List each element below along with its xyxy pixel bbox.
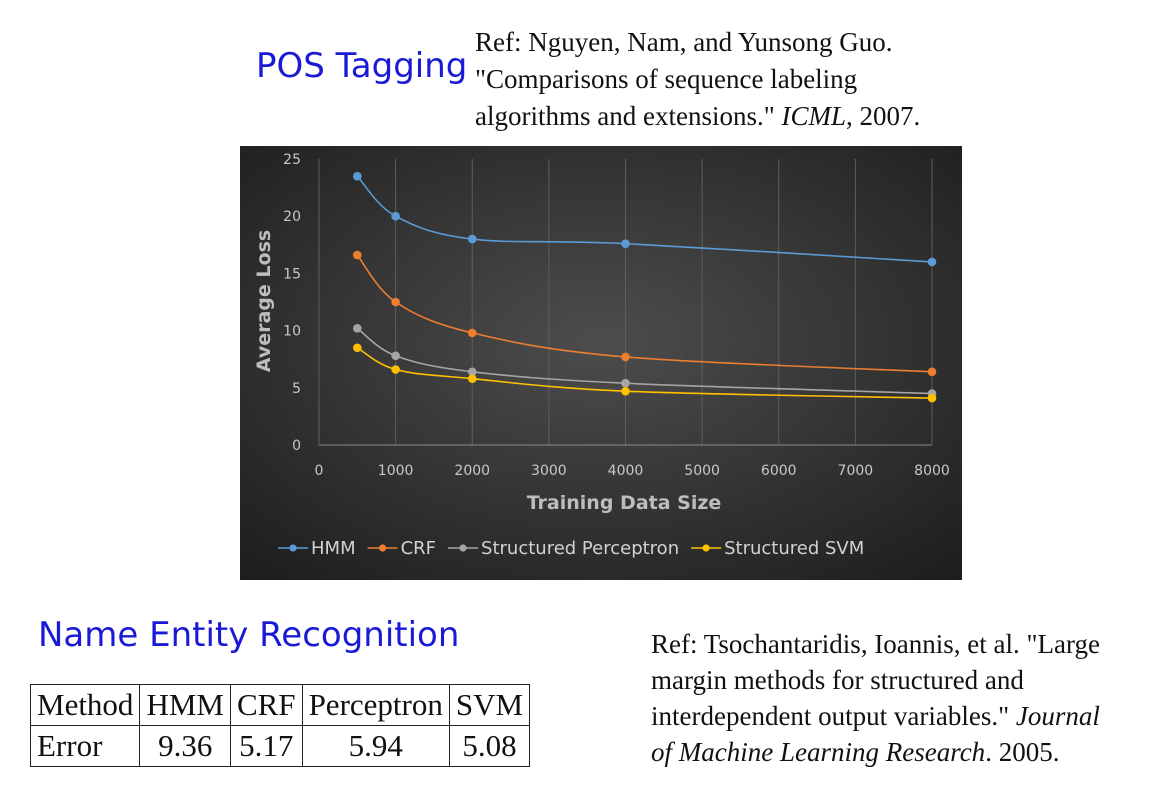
results-table: Method HMM CRF Perceptron SVM Error 9.36… (29, 684, 531, 767)
y-axis-label: Average Loss (253, 230, 275, 372)
reference-venue: ICML (781, 101, 846, 131)
data-point-structured-perceptron (621, 378, 630, 388)
chart-series (353, 171, 937, 403)
data-point-crf (353, 250, 362, 260)
y-tick-label: 10 (283, 324, 301, 340)
data-point-crf (467, 328, 477, 338)
table-header-row: Method HMM CRF Perceptron SVM (29, 684, 531, 726)
x-tick-label: 5000 (684, 463, 720, 479)
data-point-structured-perceptron (353, 324, 362, 333)
data-point-hmm (391, 211, 400, 221)
reference-line: algorithms and extensions." ICML, 2007. (475, 98, 920, 135)
reference-year: , 2007. (846, 101, 921, 131)
reference-line: margin methods for structured and (651, 665, 1024, 695)
reference-venue: Journal (1015, 701, 1100, 731)
pos-tagging-title: POS Tagging (256, 46, 468, 86)
table-cell: 5.17 (229, 725, 303, 767)
legend-label-hmm: HMM (311, 538, 356, 559)
reference-tsochantaridis: Ref: Tsochantaridis, Ioannis, et al. "La… (651, 626, 1100, 770)
reference-line: of Machine Learning Research. 2005. (651, 734, 1100, 770)
x-axis-label: Training Data Size (527, 492, 722, 514)
y-tick-label: 0 (292, 438, 301, 454)
y-tick-label: 15 (283, 266, 301, 282)
reference-line: Ref: Nguyen, Nam, and Yunsong Guo. (475, 27, 893, 57)
data-point-structured-svm (621, 386, 630, 396)
reference-line: Ref: Tsochantaridis, Ioannis, et al. "La… (651, 629, 1101, 659)
chart-ticks: 0 1000 2000 3000 4000 5000 6000 7000 8000 0 5 10 15 2… (283, 152, 950, 479)
average-loss-chart: 0 1000 2000 3000 4000 5000 6000 7000 8000 0 5 10 15 2… (240, 146, 962, 580)
data-point-hmm (621, 239, 630, 248)
data-point-hmm (353, 171, 362, 181)
x-tick-label: 0 (315, 463, 324, 479)
x-tick-label: 7000 (838, 463, 874, 479)
data-point-hmm (467, 234, 477, 244)
data-point-structured-svm (467, 374, 477, 383)
table-header-cell: Perceptron (301, 684, 450, 726)
reference-year: . 2005. (985, 737, 1060, 767)
data-point-structured-perceptron (467, 367, 477, 377)
table-header-cell: HMM (139, 684, 231, 726)
reference-nguyen: Ref: Nguyen, Nam, and Yunsong Guo. "Comp… (475, 24, 920, 135)
table-row: Error 9.36 5.17 5.94 5.08 (29, 725, 531, 767)
ner-title: Name Entity Recognition (38, 615, 460, 655)
reference-line: interdependent output variables." Journa… (651, 698, 1100, 734)
table-cell: 9.36 (139, 725, 231, 767)
table-header-cell: Method (29, 684, 141, 726)
data-point-crf (927, 367, 937, 377)
data-point-structured-svm (391, 365, 400, 374)
chart-background (240, 146, 962, 580)
reference-text: interdependent output variables." (651, 701, 1016, 731)
table-cell: Error (29, 725, 141, 767)
table-header-cell: SVM (448, 684, 531, 726)
chart-gridlines (318, 159, 933, 446)
data-point-crf (621, 352, 630, 362)
table-header-cell: CRF (229, 684, 303, 726)
x-tick-label: 3000 (531, 463, 567, 479)
reference-text: algorithms and extensions." (475, 101, 782, 131)
y-tick-label: 5 (292, 381, 301, 397)
legend-label-structured-perceptron: Structured Perceptron (481, 538, 679, 559)
data-point-hmm (927, 257, 937, 267)
reference-venue: of Machine Learning Research (651, 737, 986, 767)
legend-marker-structured-svm (702, 544, 710, 552)
x-tick-label: 1000 (378, 463, 414, 479)
data-point-structured-svm (353, 343, 362, 353)
legend-marker-hmm (289, 544, 297, 552)
chart-legend: HMM CRF Structured Perceptron Structured SV… (278, 538, 864, 559)
legend-marker-structured-perceptron (459, 544, 467, 552)
x-tick-label: 4000 (608, 463, 644, 479)
table-cell: 5.08 (448, 725, 531, 767)
y-tick-label: 20 (283, 209, 301, 225)
reference-line: "Comparisons of sequence labeling (475, 64, 858, 94)
data-point-structured-svm (927, 393, 937, 403)
legend-label-structured-svm: Structured SVM (724, 538, 864, 559)
x-tick-label: 2000 (454, 463, 490, 479)
table-cell: 5.94 (301, 725, 450, 767)
x-tick-label: 6000 (761, 463, 797, 479)
x-tick-label: 8000 (914, 463, 950, 479)
data-point-structured-perceptron (391, 351, 400, 361)
y-tick-label: 25 (283, 152, 301, 168)
data-point-crf (391, 297, 400, 307)
legend-label-crf: CRF (401, 538, 436, 559)
legend-marker-crf (379, 544, 387, 552)
